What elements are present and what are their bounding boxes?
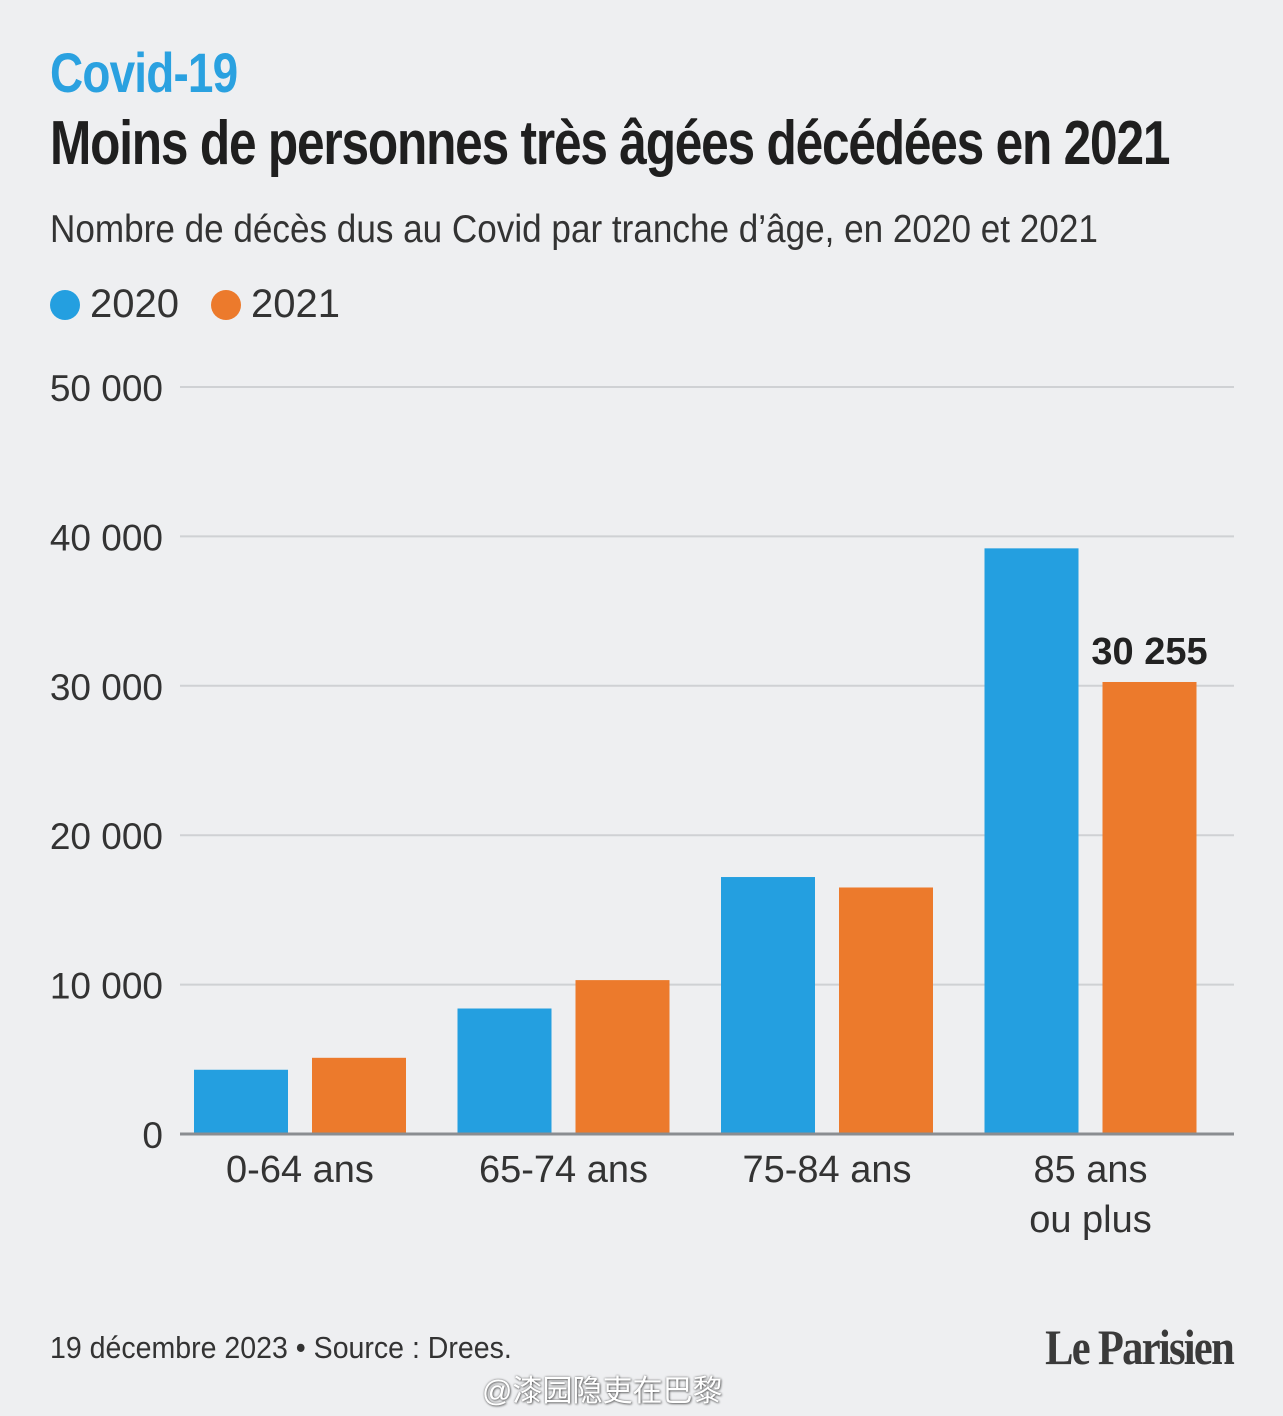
data-label: 30 255 xyxy=(1091,631,1207,673)
legend: 2020 2021 xyxy=(50,282,340,327)
legend-item-2020: 2020 xyxy=(50,282,179,327)
bar-2021 xyxy=(312,1057,406,1134)
y-tick-label: 50 000 xyxy=(50,368,163,409)
brand-logo: Le Parisien xyxy=(1045,1319,1235,1375)
bar-2021 xyxy=(575,980,670,1134)
legend-dot-2021 xyxy=(210,289,241,320)
y-tick-label: 20 000 xyxy=(50,816,163,857)
kicker: Covid-19 xyxy=(50,41,238,104)
x-tick-label: 65-74 ans xyxy=(479,1149,648,1191)
legend-label-2021: 2021 xyxy=(250,282,340,326)
bar-2020 xyxy=(721,877,815,1134)
watermark: @漆园隐吏在巴黎 xyxy=(482,1375,723,1408)
y-tick-label: 30 000 xyxy=(50,667,163,708)
y-tick-label: 40 000 xyxy=(50,517,163,558)
bar-2021 xyxy=(839,887,933,1134)
bar-2020 xyxy=(984,548,1079,1134)
x-tick-label: ou plus xyxy=(1029,1199,1152,1241)
y-tick-label: 10 000 xyxy=(50,966,163,1007)
bar-2021 xyxy=(1102,681,1197,1134)
bar-chart: 0 10 000 20 000 30 000 40 000 50 000 0-64 ans 6… xyxy=(50,368,1234,1241)
x-tick-label: 75-84 ans xyxy=(742,1149,911,1191)
legend-item-2021: 2021 xyxy=(210,282,340,327)
x-tick-label: 85 ans xyxy=(1033,1149,1147,1191)
legend-dot-2020 xyxy=(50,289,80,320)
y-tick-label: 0 xyxy=(142,1115,163,1156)
bar-2020 xyxy=(194,1069,288,1134)
legend-label-2020: 2020 xyxy=(90,282,179,326)
bar-2020 xyxy=(457,1008,552,1134)
chart-title: Moins de personnes très âgées décédées e… xyxy=(50,109,1170,178)
source-note: 19 décembre 2023 • Source : Drees. xyxy=(50,1330,512,1365)
chart-subtitle: Nombre de décès dus au Covid par tranche… xyxy=(50,208,1098,251)
x-tick-label: 0-64 ans xyxy=(226,1149,374,1191)
